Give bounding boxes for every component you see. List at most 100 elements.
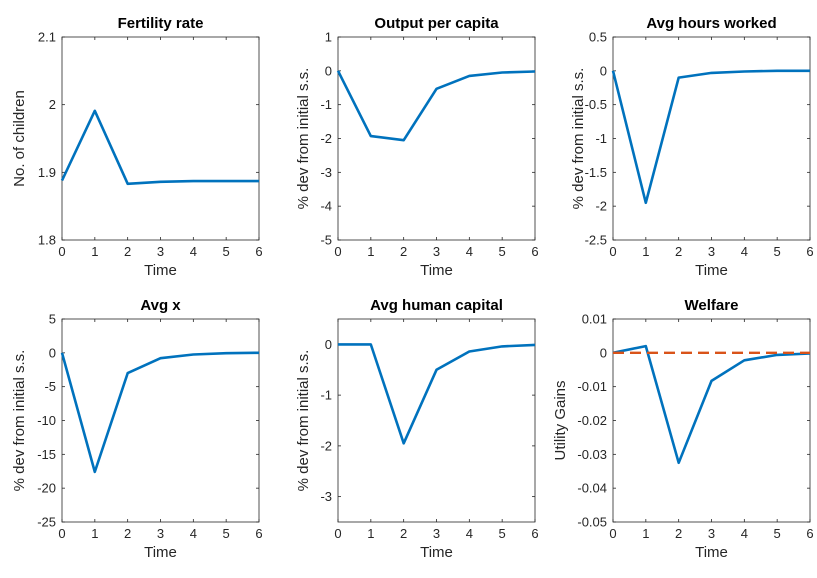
x-tick-label: 6	[255, 526, 262, 541]
y-tick-label: -0.03	[577, 447, 607, 462]
x-tick-label: 2	[124, 244, 131, 259]
x-tick-label: 0	[58, 244, 65, 259]
chart-title: Avg x	[140, 297, 181, 314]
y-tick-label: 1.8	[38, 233, 56, 248]
x-tick-label: 2	[400, 526, 407, 541]
y-tick-label: 0	[325, 337, 332, 352]
x-tick-label: 2	[400, 244, 407, 259]
y-axis-label: % dev from initial s.s.	[295, 68, 312, 210]
y-tick-label: -0.04	[577, 481, 607, 496]
x-tick-label: 4	[741, 244, 748, 259]
x-tick-label: 3	[157, 526, 164, 541]
y-tick-label: 2	[49, 97, 56, 112]
x-tick-label: 2	[675, 244, 682, 259]
plot-area	[612, 318, 811, 523]
y-tick-label: -25	[37, 515, 56, 530]
y-axis-label: Utility Gains	[552, 380, 569, 460]
x-tick-label: 3	[433, 244, 440, 259]
y-tick-label: 0	[49, 345, 56, 360]
chart-panel-5: 0 1 2 3 4 5 6 -3 -2 -1 0 Avg human capital Time % dev…	[295, 297, 539, 561]
x-tick-label: 5	[774, 244, 781, 259]
x-tick-label: 2	[124, 526, 131, 541]
x-axis-label: Time	[695, 262, 728, 279]
chart-title: Output per capita	[374, 15, 499, 32]
y-tick-label: -2	[595, 199, 607, 214]
x-tick-label: 3	[157, 244, 164, 259]
y-tick-label: 2.1	[38, 30, 56, 45]
chart-panel-1: 0 1 2 3 4 5 6 1.8 1.9 2 2.1 Fertility rate Time No. o…	[11, 15, 263, 279]
x-tick-label: 4	[190, 526, 197, 541]
x-tick-label: 6	[531, 244, 538, 259]
x-tick-label: 5	[774, 526, 781, 541]
plot-area	[612, 36, 811, 241]
y-tick-label: -0.5	[585, 97, 607, 112]
y-tick-label: -0.01	[577, 379, 607, 394]
chart-title: Fertility rate	[118, 15, 204, 32]
plot-area	[337, 318, 536, 523]
y-tick-label: -3	[320, 489, 332, 504]
x-tick-label: 1	[367, 244, 374, 259]
x-tick-label: 1	[91, 526, 98, 541]
y-axis-label: % dev from initial s.s.	[11, 350, 28, 492]
chart-title: Welfare	[685, 297, 739, 314]
x-tick-label: 1	[91, 244, 98, 259]
y-tick-label: -5	[320, 233, 332, 248]
y-tick-label: -2	[320, 131, 332, 146]
y-tick-label: 0	[600, 63, 607, 78]
y-tick-label: -20	[37, 481, 56, 496]
x-axis-label: Time	[420, 262, 453, 279]
y-tick-label: 0.5	[589, 30, 607, 45]
x-tick-label: 5	[223, 526, 230, 541]
x-tick-label: 5	[499, 244, 506, 259]
y-axis-label: No. of children	[11, 90, 28, 187]
x-tick-label: 1	[642, 244, 649, 259]
y-tick-label: -1	[320, 388, 332, 403]
x-tick-label: 0	[58, 526, 65, 541]
x-tick-label: 4	[466, 526, 473, 541]
plot-area	[61, 36, 260, 241]
y-axis-label: % dev from initial s.s.	[295, 350, 312, 492]
x-tick-label: 5	[499, 526, 506, 541]
y-tick-label: 0	[600, 345, 607, 360]
chart-panel-2: 0 1 2 3 4 5 6 -5 -4 -3 -2 -1 0 1 Output per capita Time…	[295, 15, 539, 279]
x-tick-label: 5	[223, 244, 230, 259]
chart-panel-3: 0 1 2 3 4 5 6 -2.5 -2 -1.5 -1 -0.5 0 0.5 Avg hours wor…	[570, 15, 814, 279]
x-tick-label: 3	[708, 244, 715, 259]
x-axis-label: Time	[144, 262, 177, 279]
y-tick-label: -10	[37, 413, 56, 428]
x-tick-label: 6	[531, 526, 538, 541]
x-tick-label: 6	[806, 244, 813, 259]
plot-area	[61, 318, 260, 523]
y-tick-label: 1	[325, 30, 332, 45]
y-tick-label: 5	[49, 312, 56, 327]
plot-area	[337, 36, 536, 241]
x-tick-label: 3	[708, 526, 715, 541]
series-line	[338, 343, 536, 445]
y-tick-label: -4	[320, 199, 332, 214]
x-tick-label: 3	[433, 526, 440, 541]
x-tick-label: 0	[334, 244, 341, 259]
x-tick-label: 4	[741, 526, 748, 541]
x-tick-label: 0	[334, 526, 341, 541]
x-tick-label: 0	[609, 526, 616, 541]
y-tick-label: 0.01	[582, 312, 607, 327]
y-tick-label: -1	[320, 97, 332, 112]
x-tick-label: 6	[255, 244, 262, 259]
y-axis-label: % dev from initial s.s.	[570, 68, 587, 210]
y-tick-label: -15	[37, 447, 56, 462]
x-tick-label: 1	[367, 526, 374, 541]
chart-panel-4: 0 1 2 3 4 5 6 -25 -20 -15 -10 -5 0 5 Avg x Time % dev fr…	[11, 297, 263, 561]
x-axis-label: Time	[420, 544, 453, 561]
x-tick-label: 6	[806, 526, 813, 541]
y-tick-label: -1.5	[585, 165, 607, 180]
x-axis-label: Time	[144, 544, 177, 561]
y-tick-label: 0	[325, 63, 332, 78]
x-tick-label: 4	[466, 244, 473, 259]
y-tick-label: -5	[44, 379, 56, 394]
y-tick-label: -0.05	[577, 515, 607, 530]
chart-title: Avg human capital	[370, 297, 503, 314]
series-line	[336, 70, 536, 142]
chart-panel-6: 0 1 2 3 4 5 6 -0.05 -0.04 -0.03 -0.02 -0.01 0 0.01 Wel…	[552, 297, 814, 561]
x-tick-label: 2	[675, 526, 682, 541]
